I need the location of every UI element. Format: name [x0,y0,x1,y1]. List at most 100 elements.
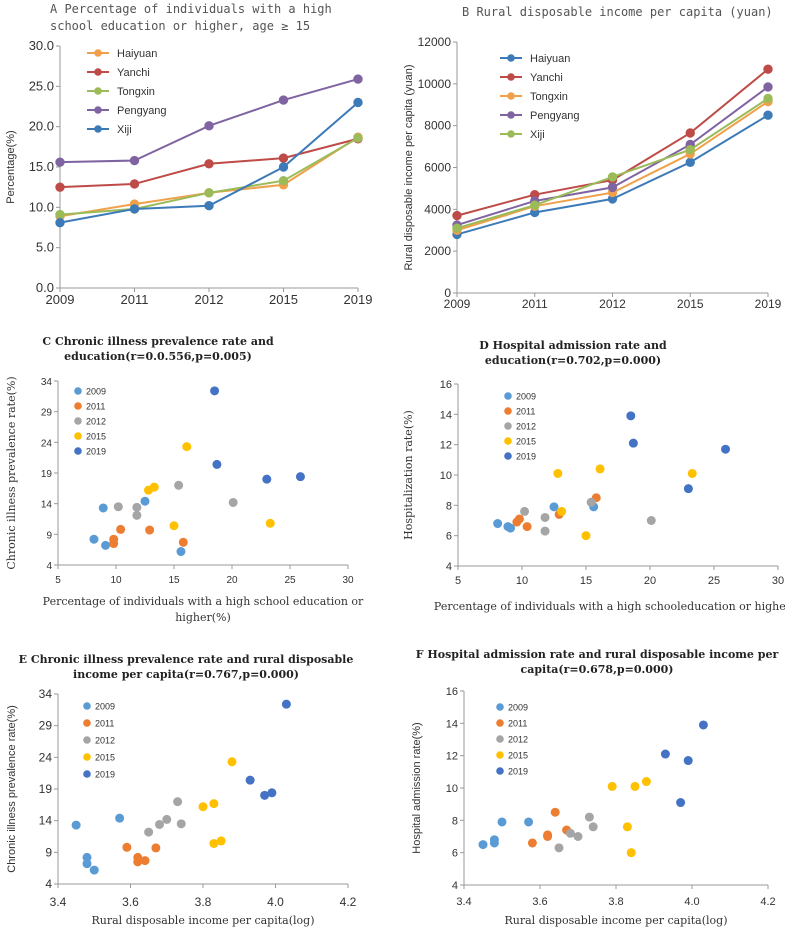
x-tick-label: 2011 [121,292,149,307]
legend-swatch-marker [504,392,512,400]
data-point [554,843,564,853]
x-tick-label: 3.4 [50,895,67,909]
legend-label: 2019 [95,770,115,780]
data-point [493,519,503,529]
x-tick-label: 4.0 [267,895,284,909]
legend-label: 2009 [508,703,528,713]
legend-swatch-marker [507,130,515,138]
data-point [557,506,567,516]
legend-item: 2012 [496,735,528,745]
x-tick-label: 2009 [46,292,75,307]
series-xiji [452,93,773,233]
data-point [98,503,108,513]
data-point [145,525,155,535]
legend-label: Haiyuan [117,48,157,60]
y-tick-label: 24 [39,750,53,764]
data-point [204,121,214,131]
series-2012 [554,812,598,853]
data-point [82,852,92,862]
y-tick-label: 8000 [424,119,451,133]
series-2012 [520,497,656,536]
legend-item: 2009 [74,387,106,397]
series-2015 [198,757,237,848]
data-point [204,201,214,211]
data-point [204,188,214,198]
legend: Haiyuan Yanchi Tongxin Pengyang Xiji [500,53,580,141]
data-point [721,444,731,454]
legend-label: 2019 [508,767,528,777]
y-tick-label: 6000 [424,161,451,175]
series-2019 [626,411,731,494]
data-point [685,145,695,155]
legend: 2009 2011 2012 2015 2019 [496,703,528,777]
legend-swatch-marker [507,73,515,81]
x-tick-label: 20 [644,575,656,587]
x-tick-label: 2015 [269,292,298,307]
data-point [209,838,219,848]
panel-b: B Rural disposable income per capita (yu… [403,5,782,311]
series-2011 [109,524,188,549]
legend-label: Pengyang [530,110,580,122]
data-point [162,814,172,824]
legend-item: 2011 [83,719,114,729]
x-tick-label: 4.2 [760,896,775,908]
data-point [149,482,159,492]
y-tick-label: 30.0 [29,38,54,53]
y-tick-label: 4 [446,561,452,573]
data-point [209,799,219,809]
y-tick-label: 14 [446,718,458,730]
series-2015 [553,464,697,541]
data-point [178,537,188,547]
legend-item: 2011 [504,407,535,417]
x-tick-label: 4.0 [684,896,699,908]
legend-label: 2012 [95,736,115,746]
data-point [173,797,183,807]
legend-item: 2012 [74,417,106,427]
panel-title-line: income per capita(r=0.767,p=0.000) [73,668,299,681]
panel-title-line: capita(r=0.678,p=0.000) [521,663,674,676]
y-tick-label: 4 [452,880,458,892]
legend-label: 2019 [516,452,536,462]
data-point [55,182,65,192]
data-point [281,699,291,709]
legend-label: 2015 [86,432,106,442]
legend-swatch-marker [507,54,515,62]
y-tick-label: 6 [452,848,458,860]
data-point [646,516,656,525]
data-point [182,442,192,452]
series-2019 [660,720,708,808]
legend-item: 2019 [504,452,536,462]
data-point [89,534,99,544]
data-point [660,749,670,759]
data-point [698,720,708,730]
legend-label: 2015 [508,751,528,761]
panel-f: F Hospital admission rate and rural disp… [411,648,778,927]
x-tick-label: 2019 [344,292,373,307]
x-tick-label: 20 [226,575,238,586]
x-tick-label: 2011 [522,297,548,311]
panel-title-line: B Rural disposable income per capita (yu… [462,5,773,19]
data-point [527,838,537,848]
legend-item: 2015 [74,432,106,442]
data-point [676,798,686,808]
data-point [683,484,693,494]
data-point [144,827,154,837]
legend-item: Yanchi [87,67,150,79]
data-point [478,840,488,850]
legend-swatch-marker [94,125,102,133]
y-tick-label: 9 [46,530,52,541]
data-point [489,835,499,845]
y-tick-label: 20.0 [29,119,54,134]
legend-swatch-marker [504,422,512,430]
legend-label: Tongxin [117,86,155,98]
y-tick-label: 14 [41,500,53,511]
panel-title-line: F Hospital admission rate and rural disp… [416,648,779,661]
legend-swatch-marker [496,719,504,727]
y-axis-label: Hospitalization rate(%) [402,410,415,540]
data-point [267,788,277,798]
y-tick-label: 10 [446,783,458,795]
legend: 2009 2011 2012 2015 2019 [504,392,536,462]
legend-swatch-marker [496,735,504,743]
y-tick-label: 25.0 [29,78,54,93]
